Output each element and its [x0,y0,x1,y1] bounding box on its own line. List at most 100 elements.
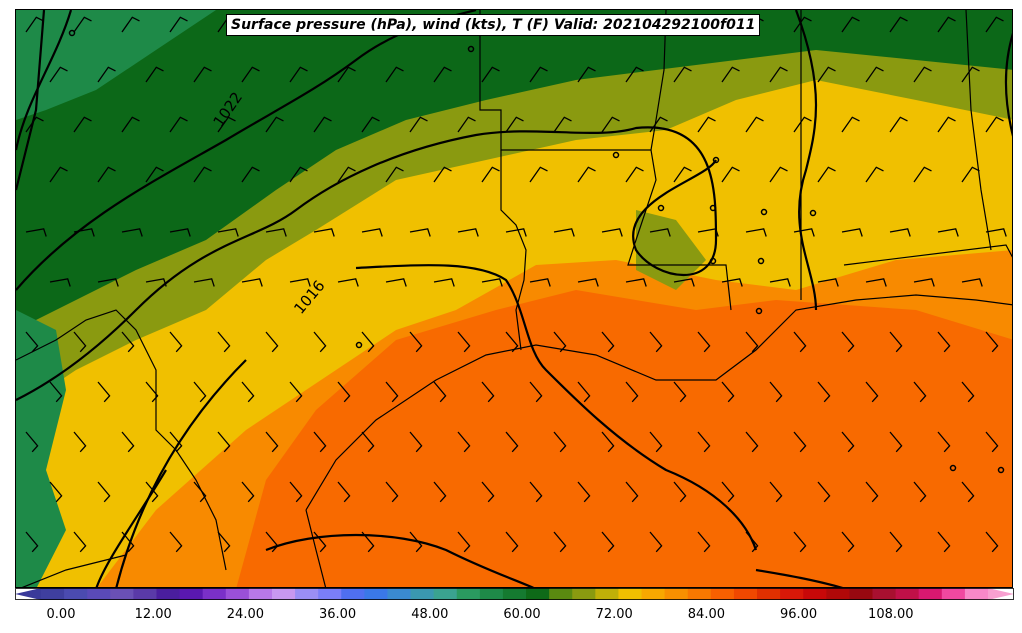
colorbar-low-extension [15,588,41,600]
wind-barb [721,166,740,183]
wind-barb [865,166,884,183]
calm-marker [68,29,76,37]
wind-barb [793,116,812,133]
wind-barb [865,278,887,287]
wind-barb [937,531,951,553]
wind-barb [961,166,980,183]
wind-barb [841,116,860,133]
wind-barb [265,531,279,553]
wind-barb [385,166,404,183]
ar-ms-border [650,10,667,151]
map-panel: 1022 1016 Surface pressure (hPa), wind (… [15,9,1013,588]
colorbar-segment [179,588,204,600]
wind-barb [865,481,879,503]
wind-barb [25,531,39,553]
wind-barb [313,228,335,237]
wind-barb [289,166,308,183]
al-ga-border [965,10,992,251]
colorbar-tick-label: 48.00 [411,607,449,622]
mexico-coast [21,554,127,587]
colorbar-segment [295,588,319,600]
colorbar-segment [849,588,874,600]
tx-south-coast [305,509,327,587]
mexico-border [16,309,227,571]
wind-barb [721,381,735,403]
isobar-coastal [355,264,758,551]
wind-barb [673,66,692,83]
colorbar-segments [41,588,989,600]
colorbar-tick-label: 24.00 [226,607,264,622]
wind-barb [817,481,831,503]
wind-barb [457,431,471,453]
wind-barb [649,116,668,133]
colorbar-segment [872,588,897,600]
wind-barb [601,116,620,133]
wind-barb [889,228,911,237]
wind-barb [169,531,183,553]
colorbar-segment [433,588,458,600]
wind-barb [553,531,567,553]
wind-barb [97,481,111,503]
wind-barb [457,116,476,133]
temp-fill-olive-ms [636,210,706,290]
wind-barb [49,381,63,403]
wind-barb [385,381,399,403]
wind-barb [169,116,188,133]
colorbar-segment [318,588,342,600]
wind-barb [745,116,764,133]
wind-barb [985,331,999,353]
calm-marker [355,341,363,349]
wind-barb [73,228,95,237]
temp-fill-dark-green [16,10,1012,330]
wind-barb [337,481,351,503]
wind-barb [577,66,596,83]
wind-barb [193,66,212,83]
wind-barb [937,431,951,453]
wind-barb [241,381,255,403]
isobar-1 [16,10,46,191]
wind-barb [361,531,375,553]
wind-barb [121,16,140,33]
temp-fill-green-nw [16,10,216,120]
wind-barb [289,278,311,287]
wind-barb [697,116,716,133]
wind-barb [505,228,527,237]
colorbar-segment [641,588,666,600]
wind-barb [481,381,495,403]
wind-barb [649,531,663,553]
wind-barb [433,481,447,503]
wind-barb [289,66,308,83]
wind-barb [193,381,207,403]
wind-barb [73,531,87,553]
wind-barb [961,481,975,503]
wind-barb [793,16,812,33]
wind-barb [913,481,927,503]
wind-barb [577,278,599,287]
wind-barb [241,66,260,83]
wind-barb [337,66,356,83]
wind-barb [409,531,423,553]
wind-barb [937,331,951,353]
wind-barb [361,431,375,453]
wind-barb [145,278,167,287]
wind-barb [145,481,159,503]
wind-barb [649,228,671,237]
wind-barb [625,66,644,83]
wind-barb [505,331,519,353]
wind-barb [265,228,287,237]
wind-barb [49,481,63,503]
colorbar-segment [595,588,619,600]
temperature-map: 1022 1016 [16,10,1012,587]
wind-barb [577,166,596,183]
wind-barb [913,166,932,183]
wind-barb [145,381,159,403]
wind-barb [841,331,855,353]
colorbar-segment [549,588,573,600]
wind-barb [433,66,452,83]
wind-barb [913,278,935,287]
wind-barb [697,531,711,553]
wind-barb [97,66,116,83]
wind-barb [457,228,479,237]
wind-barb [193,166,212,183]
gulf-coast [305,294,1012,511]
